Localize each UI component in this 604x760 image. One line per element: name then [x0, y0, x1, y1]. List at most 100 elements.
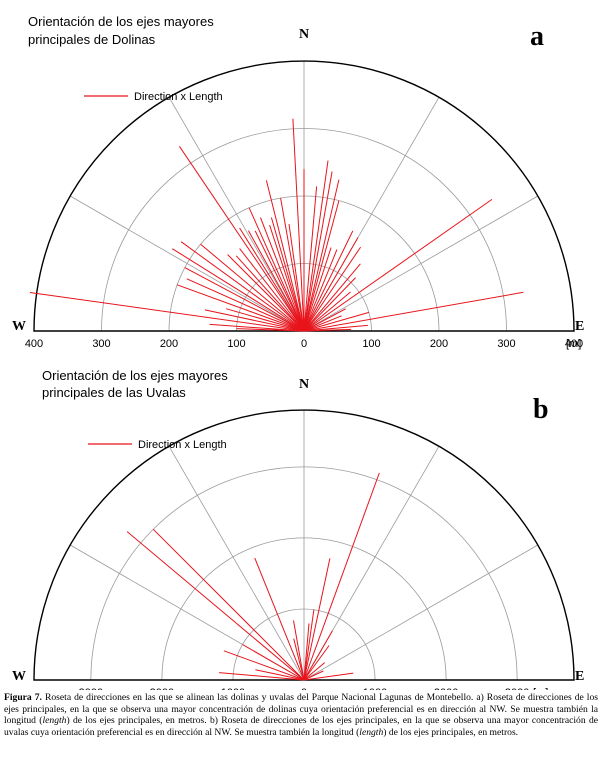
grid-spoke [69, 195, 305, 332]
legend: Direction x Length [84, 91, 223, 103]
tick-label: 400 [565, 338, 583, 350]
direction-ray [303, 247, 332, 332]
caption-text-2: ) de los ejes principales, en metros. b)… [4, 715, 599, 738]
tick-label: 3000 [79, 687, 103, 690]
direction-ray [303, 630, 333, 681]
direction-ray [269, 224, 305, 332]
direction-ray [293, 620, 305, 681]
tick-label: 100 [362, 338, 380, 350]
direction-ray [204, 309, 305, 332]
direction-ray [303, 263, 361, 332]
direction-ray [303, 609, 315, 681]
legend: Direction x Length [88, 439, 227, 451]
direction-ray [288, 224, 305, 332]
tick-label: 200 [430, 338, 448, 350]
legend-label: Direction x Length [138, 439, 227, 451]
direction-ray [270, 217, 305, 332]
caption-length-2: length [359, 726, 384, 738]
direction-ray [303, 315, 342, 332]
direction-ray [236, 328, 305, 332]
direction-ray [225, 308, 305, 332]
chart-title-line2: principales de Dolinas [28, 32, 156, 47]
direction-ray [303, 198, 493, 332]
direction-ray [239, 248, 305, 332]
direction-ray [260, 217, 305, 332]
legend-label: Direction x Length [134, 91, 223, 103]
direction-ray [265, 180, 305, 332]
direction-ray [176, 284, 305, 332]
direction-ray [178, 146, 305, 332]
direction-ray [293, 638, 305, 681]
direction-ray [303, 311, 370, 332]
direction-ray [248, 207, 305, 332]
direction-ray [255, 669, 305, 681]
rose-figure: Orientación de los ejes mayores principal… [12, 14, 584, 690]
grid-spoke [303, 544, 539, 681]
grid-spoke [168, 445, 305, 681]
direction-ray [303, 237, 359, 332]
direction-ray [172, 248, 305, 332]
outer-boundary [33, 409, 575, 681]
cardinal-west: W [12, 319, 26, 334]
tick-label: 3000 [505, 687, 529, 690]
direction-ray [303, 662, 326, 681]
direction-ray [303, 160, 329, 332]
unit-label: [m] [533, 687, 548, 690]
figure-caption: Figura 7. Roseta de direcciones en las q… [4, 692, 598, 738]
panel-letter: a [530, 21, 544, 52]
cardinal-west: W [12, 669, 26, 684]
direction-ray [303, 249, 338, 332]
caption-fig-label: Figura 7. [4, 692, 42, 703]
direction-ray [254, 557, 305, 681]
direction-ray [247, 230, 305, 332]
direction-ray [152, 528, 305, 681]
tick-label: 200 [160, 338, 178, 350]
figure-svg: Orientación de los ejes mayores principal… [12, 14, 584, 690]
direction-ray [303, 230, 354, 332]
panel-letter: b [533, 394, 549, 425]
direction-ray [29, 292, 305, 332]
direction-ray [303, 623, 310, 681]
unit-label: [m] [566, 338, 581, 350]
direction-ray [303, 171, 333, 332]
direction-ray [303, 328, 352, 332]
grid-spoke [168, 96, 305, 332]
outer-boundary [33, 60, 575, 332]
caption-text-3: ) de los ejes principales, en metros. [383, 726, 519, 738]
direction-ray [239, 227, 305, 332]
tick-label: 0 [301, 687, 307, 690]
direction-ray [303, 558, 331, 681]
direction-ray [126, 531, 305, 681]
direction-ray [303, 291, 524, 332]
chart-title-line1: Orientación de los ejes mayores [42, 368, 228, 383]
direction-ray [219, 672, 305, 681]
direction-ray [303, 246, 362, 332]
direction-ray [242, 644, 305, 681]
direction-ray [303, 200, 340, 332]
direction-ray [303, 324, 368, 332]
tick-label: 0 [301, 338, 307, 350]
direction-ray [180, 241, 305, 332]
direction-ray [184, 267, 305, 332]
cardinal-east: E [575, 669, 584, 684]
direction-ray [280, 198, 305, 332]
direction-ray [303, 672, 354, 681]
direction-ray [303, 291, 351, 332]
direction-ray [200, 243, 305, 332]
direction-ray [227, 254, 305, 332]
direction-ray [303, 670, 324, 681]
direction-ray [303, 645, 330, 681]
tick-label: 300 [497, 338, 515, 350]
direction-ray [303, 179, 340, 332]
caption-length-1: length [42, 715, 67, 727]
rose-chart-a: Orientación de los ejes mayores principal… [12, 14, 584, 350]
tick-label: 2000 [434, 687, 458, 690]
chart-title-line1: Orientación de los ejes mayores [28, 14, 214, 29]
tick-label: 100 [227, 338, 245, 350]
chart-title-line2: principales de las Uvalas [42, 385, 186, 400]
direction-ray [292, 118, 305, 332]
direction-ray [303, 308, 346, 332]
direction-ray [303, 472, 380, 681]
